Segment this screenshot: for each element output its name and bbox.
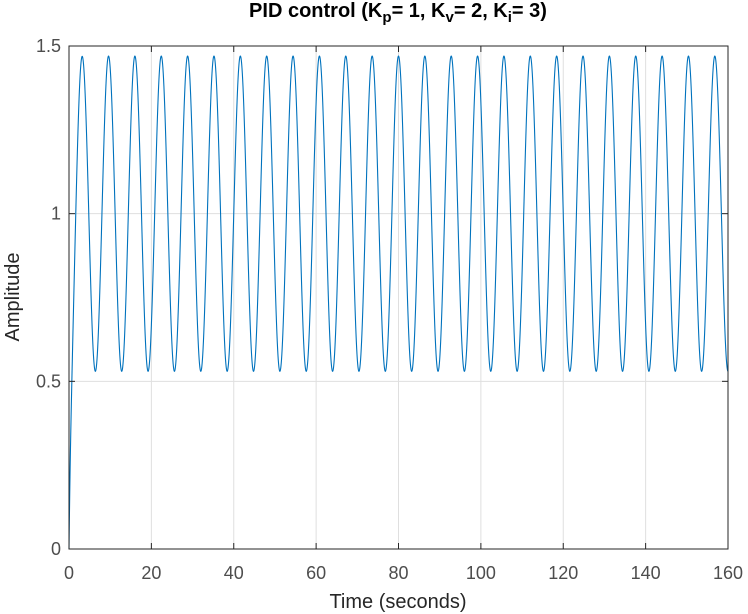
title-subscript: v (445, 9, 454, 26)
y-tick-label: 0.5 (36, 371, 61, 391)
y-tick-label: 1.5 (36, 36, 61, 56)
title-subscript: p (382, 9, 391, 26)
y-axis-label: Amplitude (2, 253, 24, 342)
x-tick-label: 80 (388, 563, 408, 583)
x-tick-label: 140 (631, 563, 661, 583)
title-text-part: = 3) (512, 0, 547, 22)
title-subscript: i (508, 9, 512, 26)
y-tick-label: 0 (51, 539, 61, 559)
x-tick-label: 120 (548, 563, 578, 583)
tick-labels: 0 20 40 60 80 100 120 140 160 0 0.5 1 1.5 (36, 36, 743, 583)
x-tick-label: 0 (64, 563, 74, 583)
tick-marks (68, 45, 729, 550)
data-layer (68, 55, 729, 550)
x-axis-label: Time (seconds) (329, 591, 466, 613)
chart-title: PID control (Kp= 1, Kv= 2, Ki= 3) (249, 0, 547, 26)
title-text-part: = 2, K (454, 0, 508, 22)
title-text-part: = 1, K (392, 0, 446, 22)
x-tick-label: 60 (306, 563, 326, 583)
x-tick-label: 20 (141, 563, 161, 583)
response-series-line (68, 55, 729, 550)
title-text-part: PID control (K (249, 0, 383, 22)
y-tick-label: 1 (51, 204, 61, 224)
x-tick-label: 40 (224, 563, 244, 583)
x-tick-label: 160 (713, 563, 743, 583)
x-tick-label: 100 (466, 563, 496, 583)
